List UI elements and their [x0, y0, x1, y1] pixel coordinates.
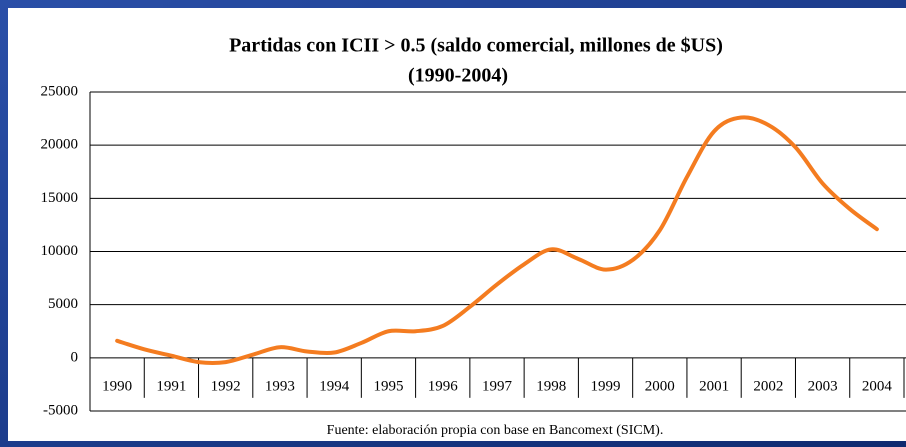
- x-tick-label: 1994: [319, 378, 350, 394]
- x-tick-label: 1991: [156, 378, 186, 394]
- x-tick-label: 1997: [482, 378, 513, 394]
- y-tick-label: 5000: [48, 296, 78, 312]
- y-tick-label: 0: [71, 349, 79, 365]
- y-tick-label: 20000: [41, 137, 79, 153]
- y-tick-label: -5000: [43, 402, 78, 418]
- chart-title: Partidas con ICII > 0.5 (saldo comercial…: [229, 35, 723, 57]
- y-tick-label: 25000: [41, 83, 79, 99]
- x-tick-label: 1998: [536, 378, 566, 394]
- x-tick-label: 1996: [428, 378, 459, 394]
- series-line: [115, 115, 879, 365]
- chart-title: (1990-2004): [408, 65, 508, 87]
- panel: [8, 8, 906, 441]
- x-tick-label: 1999: [591, 378, 621, 394]
- y-tick-label: 15000: [41, 190, 79, 206]
- x-tick-label: 2004: [862, 378, 893, 394]
- x-tick-label: 2000: [645, 378, 675, 394]
- x-tick-label: 2001: [699, 378, 729, 394]
- source-note: Fuente: elaboración propia con base en B…: [327, 423, 664, 438]
- x-tick-label: 1992: [211, 378, 241, 394]
- y-tick-label: 10000: [41, 243, 79, 259]
- x-tick-label: 1995: [373, 378, 403, 394]
- x-tick-label: 1993: [265, 378, 295, 394]
- x-tick-label: 1990: [102, 378, 132, 394]
- x-tick-label: 2003: [808, 378, 838, 394]
- x-tick-label: 2002: [753, 378, 783, 394]
